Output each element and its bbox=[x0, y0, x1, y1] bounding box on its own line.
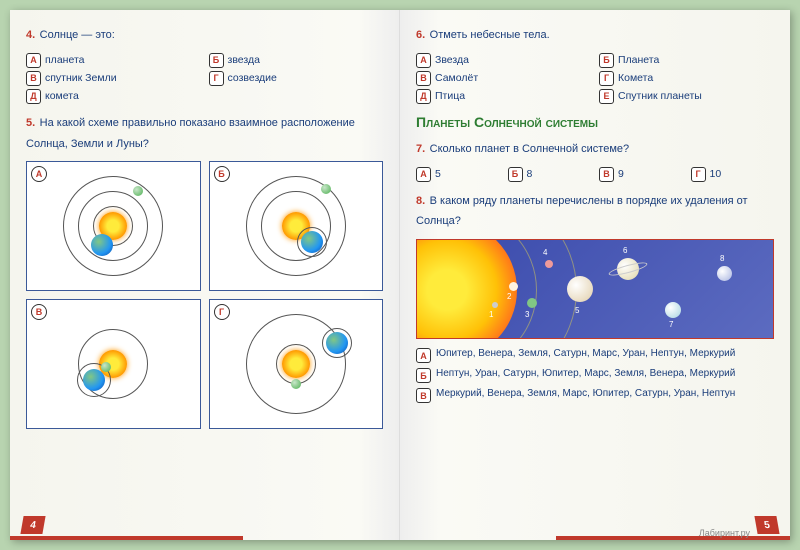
q8-ans-b[interactable]: Б Нептун, Уран, Сатурн, Юпитер, Марс, Зе… bbox=[416, 367, 774, 383]
question-8: 8. В каком ряду планеты перечислены в по… bbox=[416, 190, 774, 232]
question-4: 4. Солнце — это: bbox=[26, 24, 383, 45]
q7-opt-v[interactable]: В9 bbox=[599, 167, 683, 182]
q6-opt-g[interactable]: ГКомета bbox=[599, 71, 774, 86]
q6-opt-d[interactable]: ДПтица bbox=[416, 89, 591, 104]
q7-number: 7. bbox=[416, 143, 425, 155]
diagram-v[interactable]: В bbox=[26, 299, 201, 429]
sun-icon bbox=[282, 350, 310, 378]
page-decor bbox=[10, 536, 243, 540]
q4-options: Апланета Бзвезда Вспутник Земли Гсозвезд… bbox=[26, 53, 383, 104]
q7-options: А5 Б8 В9 Г10 bbox=[416, 167, 774, 182]
moon-icon bbox=[101, 362, 111, 372]
solar-system-diagram: 1 2 3 4 5 6 7 8 bbox=[416, 239, 774, 339]
q7-text: Сколько планет в Солнечной системе? bbox=[430, 143, 630, 155]
q6-opt-e[interactable]: ЕСпутник планеты bbox=[599, 89, 774, 104]
q8-number: 8. bbox=[416, 195, 425, 207]
textbook-spread: 4. Солнце — это: Апланета Бзвезда Вспутн… bbox=[10, 10, 790, 540]
q4-opt-v[interactable]: Вспутник Земли bbox=[26, 71, 201, 86]
right-page: 6. Отметь небесные тела. АЗвезда БПланет… bbox=[400, 10, 790, 540]
moon-icon bbox=[321, 184, 331, 194]
q4-opt-b[interactable]: Бзвезда bbox=[209, 53, 384, 68]
q6-opt-v[interactable]: ВСамолёт bbox=[416, 71, 591, 86]
q7-opt-b[interactable]: Б8 bbox=[508, 167, 592, 182]
q4-text: Солнце — это: bbox=[40, 29, 115, 41]
q6-options: АЗвезда БПланета ВСамолёт ГКомета ДПтица… bbox=[416, 53, 774, 104]
q6-number: 6. bbox=[416, 29, 425, 41]
left-page: 4. Солнце — это: Апланета Бзвезда Вспутн… bbox=[10, 10, 400, 540]
q4-opt-g[interactable]: Гсозвездие bbox=[209, 71, 384, 86]
diagram-a[interactable]: А bbox=[26, 161, 201, 291]
page-number-left: 4 bbox=[20, 516, 45, 534]
q6-opt-b[interactable]: БПланета bbox=[599, 53, 774, 68]
page-decor bbox=[556, 536, 790, 540]
q5-text: На какой схеме правильно показано взаимн… bbox=[26, 117, 355, 150]
q5-diagrams: А Б bbox=[26, 161, 383, 429]
question-7: 7. Сколько планет в Солнечной системе? bbox=[416, 138, 774, 159]
q4-opt-d[interactable]: Дкомета bbox=[26, 89, 201, 104]
q8-ans-a[interactable]: А Юпитер, Венера, Земля, Сатурн, Марс, У… bbox=[416, 347, 774, 363]
q6-text: Отметь небесные тела. bbox=[430, 29, 550, 41]
question-5: 5. На какой схеме правильно показано вза… bbox=[26, 112, 383, 154]
q4-opt-a[interactable]: Апланета bbox=[26, 53, 201, 68]
sun-icon bbox=[416, 239, 517, 339]
planet-5-icon bbox=[567, 276, 593, 302]
section-title: Планеты Солнечной системы bbox=[416, 114, 774, 130]
q8-text: В каком ряду планеты перечислены в поряд… bbox=[416, 195, 748, 228]
diagram-b[interactable]: Б bbox=[209, 161, 384, 291]
moon-icon bbox=[291, 379, 301, 389]
earth-icon bbox=[91, 234, 113, 256]
moon-icon bbox=[133, 186, 143, 196]
q8-answers: А Юпитер, Венера, Земля, Сатурн, Марс, У… bbox=[416, 347, 774, 403]
diagram-g[interactable]: Г bbox=[209, 299, 384, 429]
watermark: Лабиринт.ру bbox=[699, 528, 750, 538]
planet-8-icon bbox=[717, 266, 732, 281]
question-6: 6. Отметь небесные тела. bbox=[416, 24, 774, 45]
q6-opt-a[interactable]: АЗвезда bbox=[416, 53, 591, 68]
page-number-right: 5 bbox=[754, 516, 779, 534]
q7-opt-a[interactable]: А5 bbox=[416, 167, 500, 182]
q7-opt-g[interactable]: Г10 bbox=[691, 167, 775, 182]
planet-7-icon bbox=[665, 302, 681, 318]
q4-number: 4. bbox=[26, 29, 35, 41]
q8-ans-v[interactable]: В Меркурий, Венера, Земля, Марс, Юпитер,… bbox=[416, 387, 774, 403]
q5-number: 5. bbox=[26, 117, 35, 129]
